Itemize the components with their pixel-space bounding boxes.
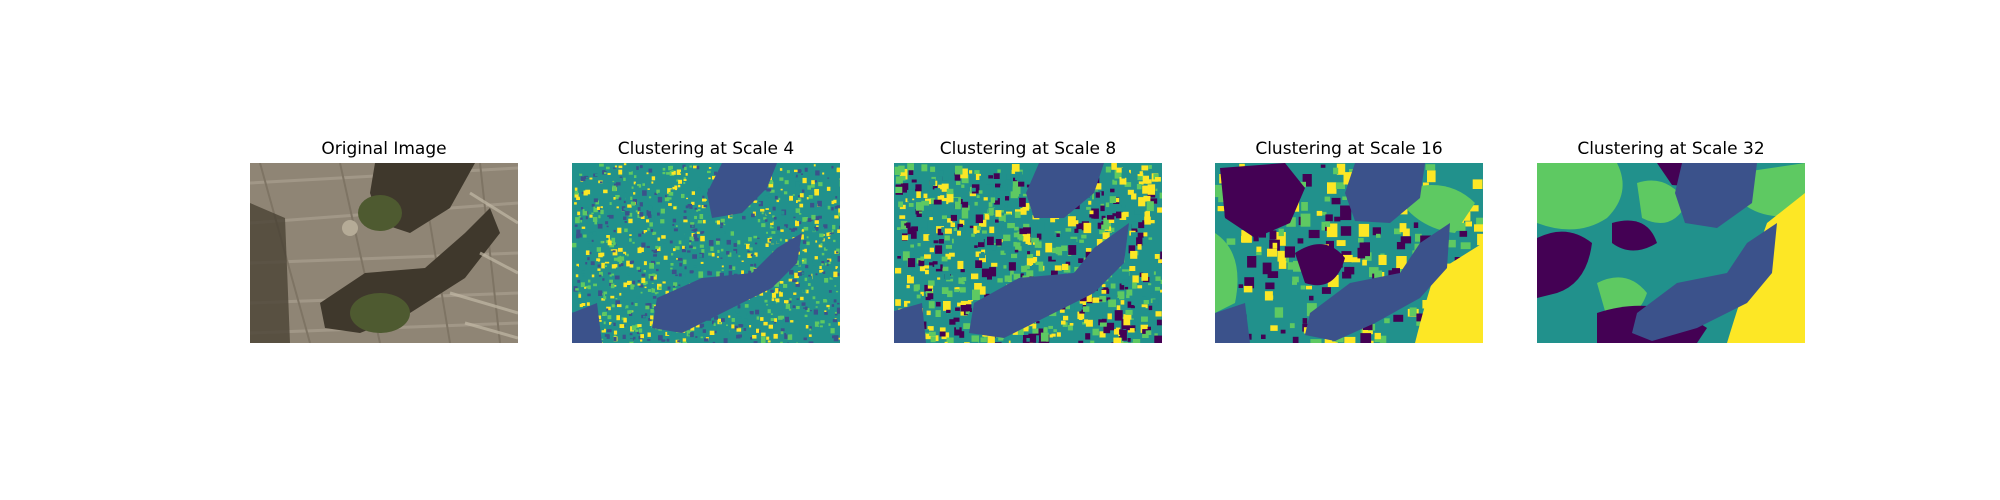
aerial-photo-icon [250, 163, 518, 343]
panel-title: Clustering at Scale 16 [1215, 139, 1483, 159]
segmentation-map-icon [894, 163, 1162, 343]
panel-scale-16: Clustering at Scale 16 [1215, 0, 1483, 500]
panel-title: Clustering at Scale 32 [1537, 139, 1805, 159]
panel-scale-8: Clustering at Scale 8 [894, 0, 1162, 500]
panel-title: Clustering at Scale 8 [894, 139, 1162, 159]
panel-scale-32: Clustering at Scale 32 [1537, 0, 1805, 500]
panel-title: Clustering at Scale 4 [572, 139, 840, 159]
panel-title: Original Image [250, 139, 518, 159]
panel-scale-4: Clustering at Scale 4 [572, 0, 840, 500]
segmentation-map-icon [1537, 163, 1805, 343]
panel-original-image: Original Image [250, 0, 518, 500]
segmentation-map-icon [1215, 163, 1483, 343]
segmentation-map-icon [572, 163, 840, 343]
